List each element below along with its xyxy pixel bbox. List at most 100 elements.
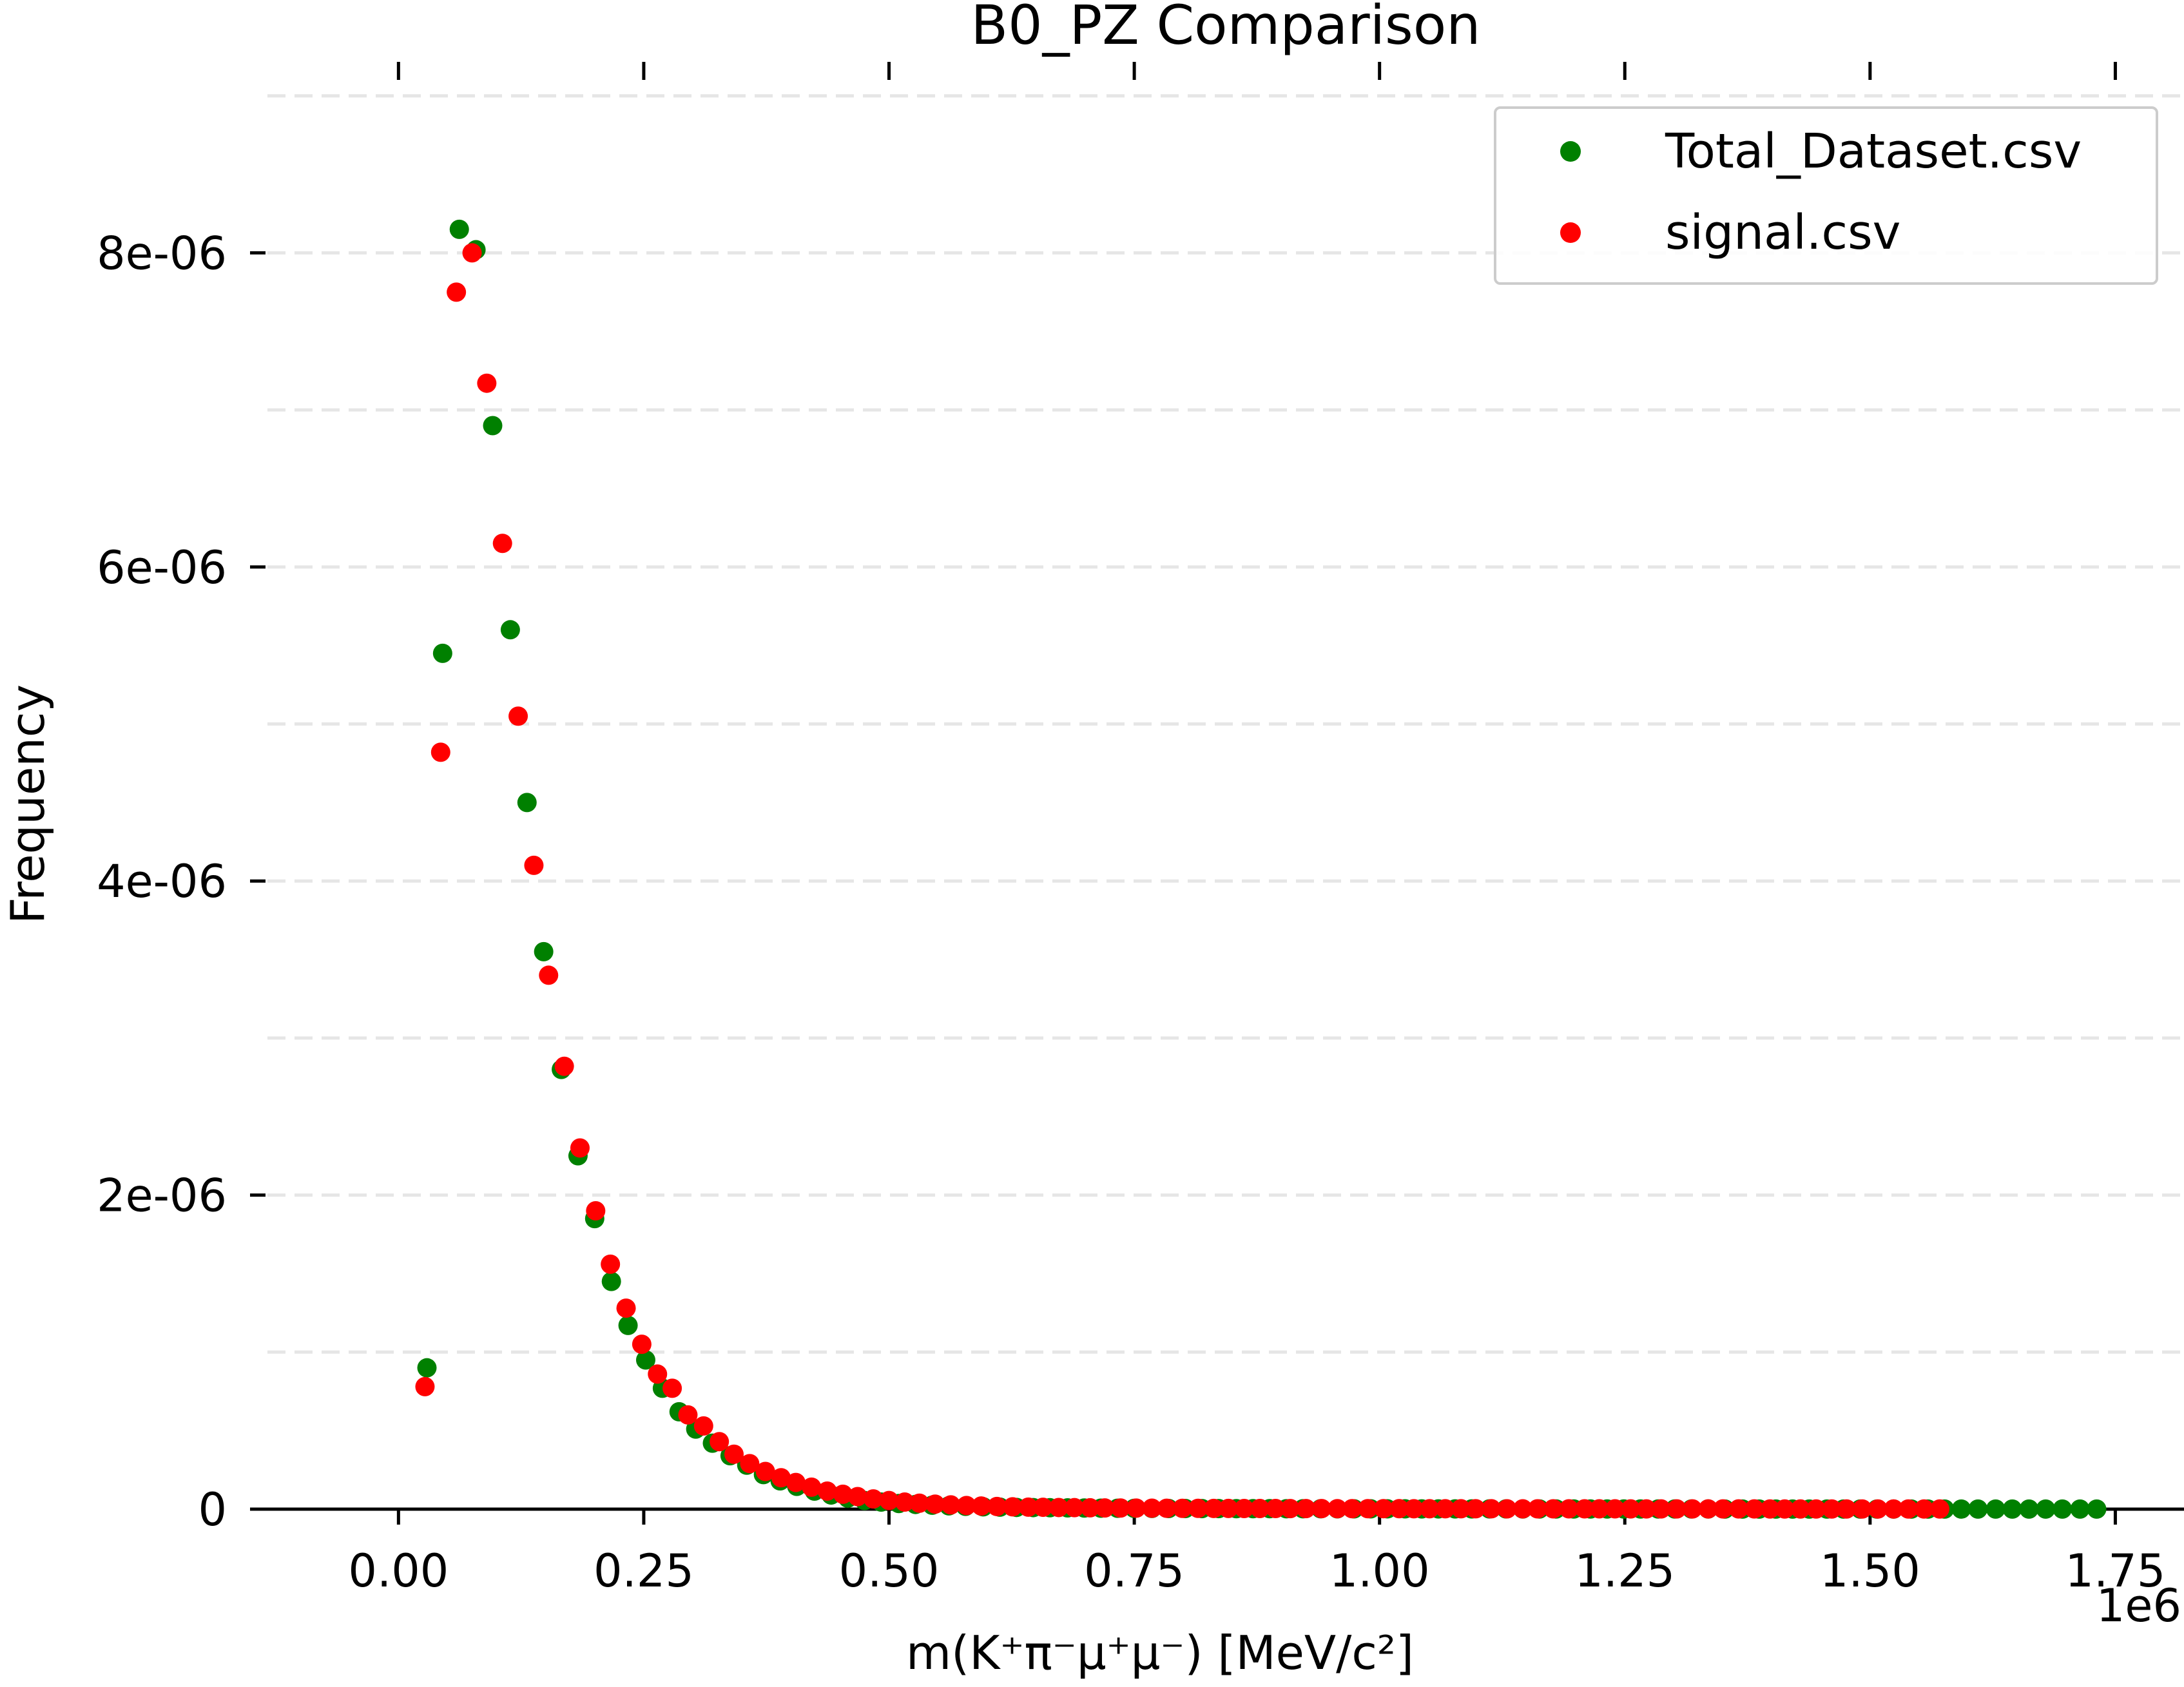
point-signal-csv xyxy=(879,1490,899,1510)
legend-marker-signal xyxy=(1560,222,1581,243)
data-points xyxy=(415,219,2107,1519)
point-total-dataset-csv xyxy=(1951,1499,1971,1519)
point-signal-csv xyxy=(724,1444,744,1464)
point-signal-csv xyxy=(447,282,467,302)
point-signal-csv xyxy=(1250,1499,1270,1519)
point-signal-csv xyxy=(1095,1498,1115,1518)
point-signal-csv xyxy=(1837,1499,1857,1519)
point-signal-csv xyxy=(1420,1499,1440,1519)
legend-marker-total-dataset xyxy=(1560,141,1581,162)
point-signal-csv xyxy=(1126,1498,1146,1518)
point-signal-csv xyxy=(1574,1499,1594,1519)
point-signal-csv xyxy=(1142,1498,1162,1518)
point-signal-csv xyxy=(786,1472,806,1492)
point-signal-csv xyxy=(755,1461,775,1481)
point-signal-csv xyxy=(1373,1499,1393,1519)
point-total-dataset-csv xyxy=(2087,1499,2107,1519)
x-tick-label: 1.75 xyxy=(2065,1545,2166,1597)
point-signal-csv xyxy=(740,1454,760,1474)
point-signal-csv xyxy=(1790,1499,1810,1519)
point-signal-csv xyxy=(1157,1498,1177,1518)
point-signal-csv xyxy=(909,1493,929,1513)
point-signal-csv xyxy=(1497,1499,1517,1519)
point-signal-csv xyxy=(1465,1499,1485,1519)
point-total-dataset-csv xyxy=(2036,1499,2056,1519)
point-total-dataset-csv xyxy=(449,219,469,239)
point-signal-csv xyxy=(925,1494,945,1514)
point-signal-csv xyxy=(539,965,559,985)
point-signal-csv xyxy=(1033,1498,1053,1518)
y-tick-label: 6e-06 xyxy=(97,541,227,594)
axes: 0.00 0.25 0.50 0.75 1.00 1.25 1.50 1.75 0 2e-06 4e… xyxy=(97,62,2184,1597)
point-signal-csv xyxy=(1451,1499,1471,1519)
point-signal-csv xyxy=(1667,1499,1686,1519)
point-signal-csv xyxy=(802,1477,822,1497)
point-signal-csv xyxy=(1868,1499,1888,1519)
point-signal-csv xyxy=(1806,1499,1826,1519)
point-signal-csv xyxy=(477,373,497,393)
point-signal-csv xyxy=(570,1138,590,1158)
point-signal-csv xyxy=(1651,1499,1671,1519)
point-total-dataset-csv xyxy=(483,416,503,436)
point-signal-csv xyxy=(847,1487,867,1507)
x-tick-label: 1.50 xyxy=(1820,1545,1920,1597)
point-signal-csv xyxy=(1328,1499,1348,1519)
point-signal-csv xyxy=(1775,1499,1795,1519)
y-axis-label: Frequency xyxy=(1,684,55,924)
point-signal-csv xyxy=(1065,1498,1085,1518)
x-tick-label: 0.75 xyxy=(1084,1545,1184,1597)
point-signal-csv xyxy=(1172,1498,1192,1518)
point-signal-csv xyxy=(1404,1499,1424,1519)
point-signal-csv xyxy=(1389,1499,1409,1519)
point-signal-csv xyxy=(462,243,482,263)
point-total-dataset-csv xyxy=(1986,1499,2005,1519)
point-signal-csv xyxy=(430,742,450,762)
point-signal-csv xyxy=(554,1056,574,1076)
point-signal-csv xyxy=(693,1416,713,1436)
x-tick-label: 0.00 xyxy=(348,1545,449,1597)
point-total-dataset-csv xyxy=(417,1358,437,1378)
point-signal-csv xyxy=(632,1335,652,1354)
point-signal-csv xyxy=(817,1481,837,1501)
point-signal-csv xyxy=(1636,1499,1656,1519)
x-axis-label: m(K⁺π⁻μ⁺μ⁻) [MeV/c²] xyxy=(906,1626,1414,1680)
y-tick-label: 4e-06 xyxy=(97,855,227,908)
point-signal-csv xyxy=(492,534,512,554)
point-signal-csv xyxy=(1713,1499,1733,1519)
point-signal-csv xyxy=(771,1468,791,1488)
point-signal-csv xyxy=(941,1495,961,1515)
point-signal-csv xyxy=(1559,1499,1579,1519)
point-signal-csv xyxy=(1204,1498,1224,1518)
legend-box xyxy=(1494,106,2158,285)
point-signal-csv xyxy=(1760,1499,1780,1519)
point-signal-csv xyxy=(1914,1499,1934,1519)
point-signal-csv xyxy=(1899,1499,1918,1519)
point-signal-csv xyxy=(1852,1499,1872,1519)
point-signal-csv xyxy=(1280,1499,1300,1519)
point-signal-csv xyxy=(833,1484,853,1504)
point-signal-csv xyxy=(1728,1499,1748,1519)
point-signal-csv xyxy=(987,1496,1007,1516)
point-signal-csv xyxy=(1003,1497,1023,1517)
point-signal-csv xyxy=(1188,1498,1208,1518)
legend-label-signal: signal.csv xyxy=(1665,205,1900,260)
point-total-dataset-csv xyxy=(534,941,554,961)
point-signal-csv xyxy=(586,1200,606,1220)
point-signal-csv xyxy=(1311,1499,1331,1519)
point-signal-csv xyxy=(1219,1498,1239,1518)
x-tick-label: 1.00 xyxy=(1329,1545,1430,1597)
point-total-dataset-csv xyxy=(432,643,452,663)
point-signal-csv xyxy=(1884,1499,1904,1519)
point-total-dataset-csv xyxy=(517,793,537,813)
point-signal-csv xyxy=(415,1376,435,1396)
point-signal-csv xyxy=(1435,1499,1455,1519)
y-tick-label: 8e-06 xyxy=(97,227,227,280)
point-signal-csv xyxy=(1605,1499,1625,1519)
point-signal-csv xyxy=(1110,1498,1130,1518)
x-axis-offset-label: 1e6 xyxy=(2096,1579,2181,1632)
point-total-dataset-csv xyxy=(635,1350,655,1370)
point-total-dataset-csv xyxy=(2002,1499,2022,1519)
point-signal-csv xyxy=(662,1378,682,1398)
